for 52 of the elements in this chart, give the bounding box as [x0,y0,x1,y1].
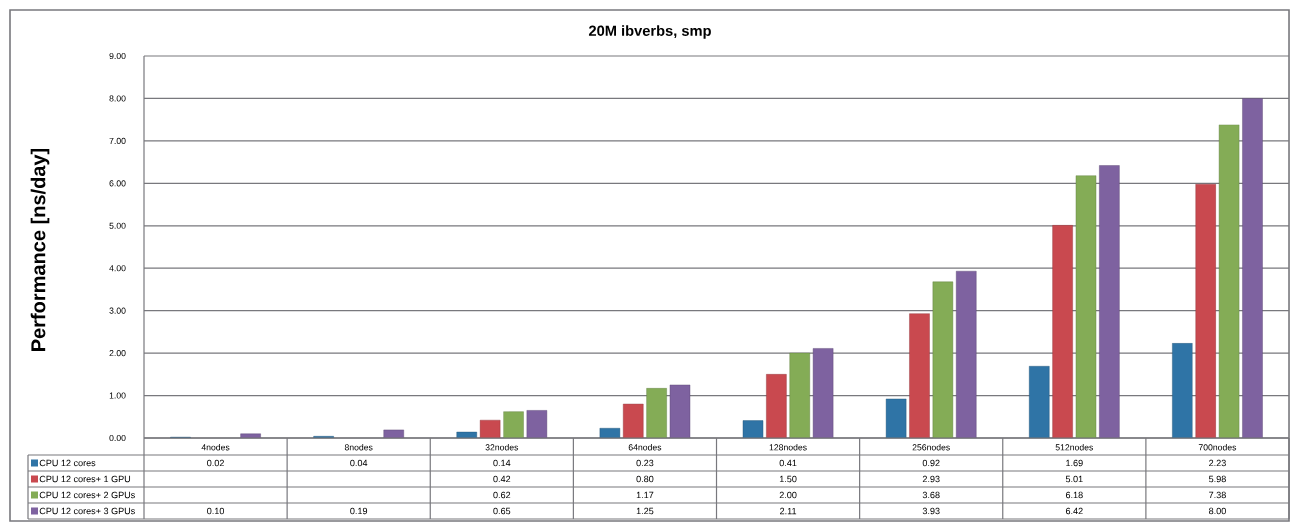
legend-label: CPU 12 cores+ 1 GPU [39,475,131,483]
data-label: 0.02 [207,459,224,467]
y-tick-label: 2.00 [109,350,126,357]
x-tick-label: 4nodes [201,444,230,451]
legend-label: CPU 12 cores [39,459,96,467]
y-tick-label: 0.00 [109,434,126,442]
x-tick-label: 700nodes [1198,444,1237,451]
data-label: 5.01 [1065,475,1083,483]
x-tick-label: 32nodes [485,444,519,451]
x-tick-label: 8nodes [344,444,373,451]
data-label: 0.19 [350,507,368,515]
data-label: 0.62 [493,491,511,499]
y-tick-label: 1.00 [109,392,126,399]
legend-label: CPU 12 cores+ 3 GPUs [39,507,135,515]
data-label: 0.10 [207,507,225,515]
data-label: 0.92 [922,459,940,467]
x-tick-label: 64nodes [628,444,662,451]
y-axis-title: Performance [ns/day] [30,148,50,351]
data-label: 7.38 [1209,491,1226,499]
y-tick-label: 5.00 [109,222,126,229]
data-label: 0.41 [779,459,797,467]
data-label: 2.23 [1209,459,1226,467]
chart-title: 20M ibverbs, smp [588,25,711,39]
data-label: 2.00 [779,491,797,499]
data-label: 6.18 [1065,491,1083,499]
data-label: 0.14 [493,459,511,467]
legend-label: CPU 12 cores+ 2 GPUs [39,491,135,499]
data-label: 5.98 [1208,475,1226,483]
data-label: 1.25 [636,507,654,515]
y-tick-label: 3.00 [109,307,126,314]
data-label: 0.65 [493,507,511,515]
y-tick-label: 6.00 [109,180,126,187]
data-label: 0.42 [493,475,511,483]
data-label: 0.04 [350,459,368,467]
data-label: 3.68 [922,491,940,499]
data-label: 1.69 [1066,459,1083,467]
y-tick-label: 7.00 [109,137,126,144]
data-label: 2.11 [780,507,797,515]
data-label: 2.93 [922,475,940,483]
y-tick-label: 8.00 [109,95,126,102]
x-tick-label: 256nodes [912,444,950,451]
data-label: 0.23 [636,459,654,467]
data-label: 0.80 [636,475,654,483]
x-tick-label: 128nodes [769,444,807,451]
data-label: 6.42 [1065,507,1083,515]
x-tick-label: 512nodes [1055,444,1094,451]
data-label: 1.17 [636,491,654,499]
y-tick-label: 9.00 [109,52,126,60]
data-label: 1.50 [779,475,797,483]
data-label: 8.00 [1209,507,1226,515]
y-tick-label: 4.00 [109,265,126,272]
data-label: 3.93 [922,507,940,515]
